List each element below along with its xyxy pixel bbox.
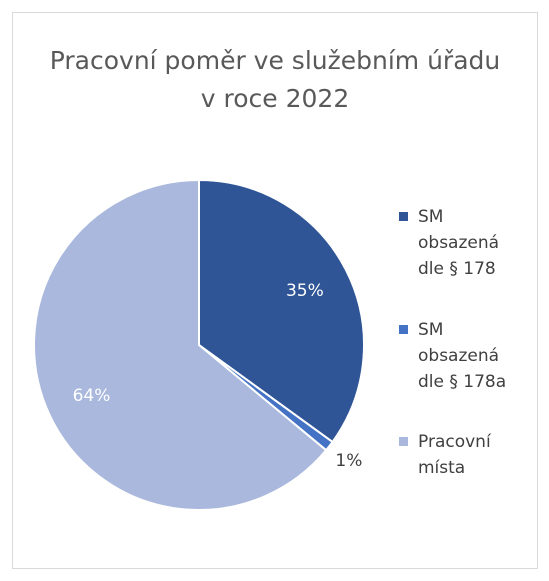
legend-swatch [399, 325, 408, 334]
pie-slice [198, 178, 365, 444]
legend-label: SM obsazená dle § 178 [418, 207, 500, 279]
data-label: 64% [72, 385, 111, 406]
pie-slice [33, 178, 328, 511]
data-label: 35% [285, 281, 324, 302]
legend-label: Pracovní místa [418, 432, 491, 478]
legend-label: SM obsazená dle § 178a [418, 320, 507, 392]
legend-swatch [399, 437, 408, 446]
legend-swatch [399, 212, 408, 221]
chart-title: Pracovní poměr ve služebním úřadu v roce… [49, 46, 501, 113]
data-label: 1% [335, 451, 363, 472]
